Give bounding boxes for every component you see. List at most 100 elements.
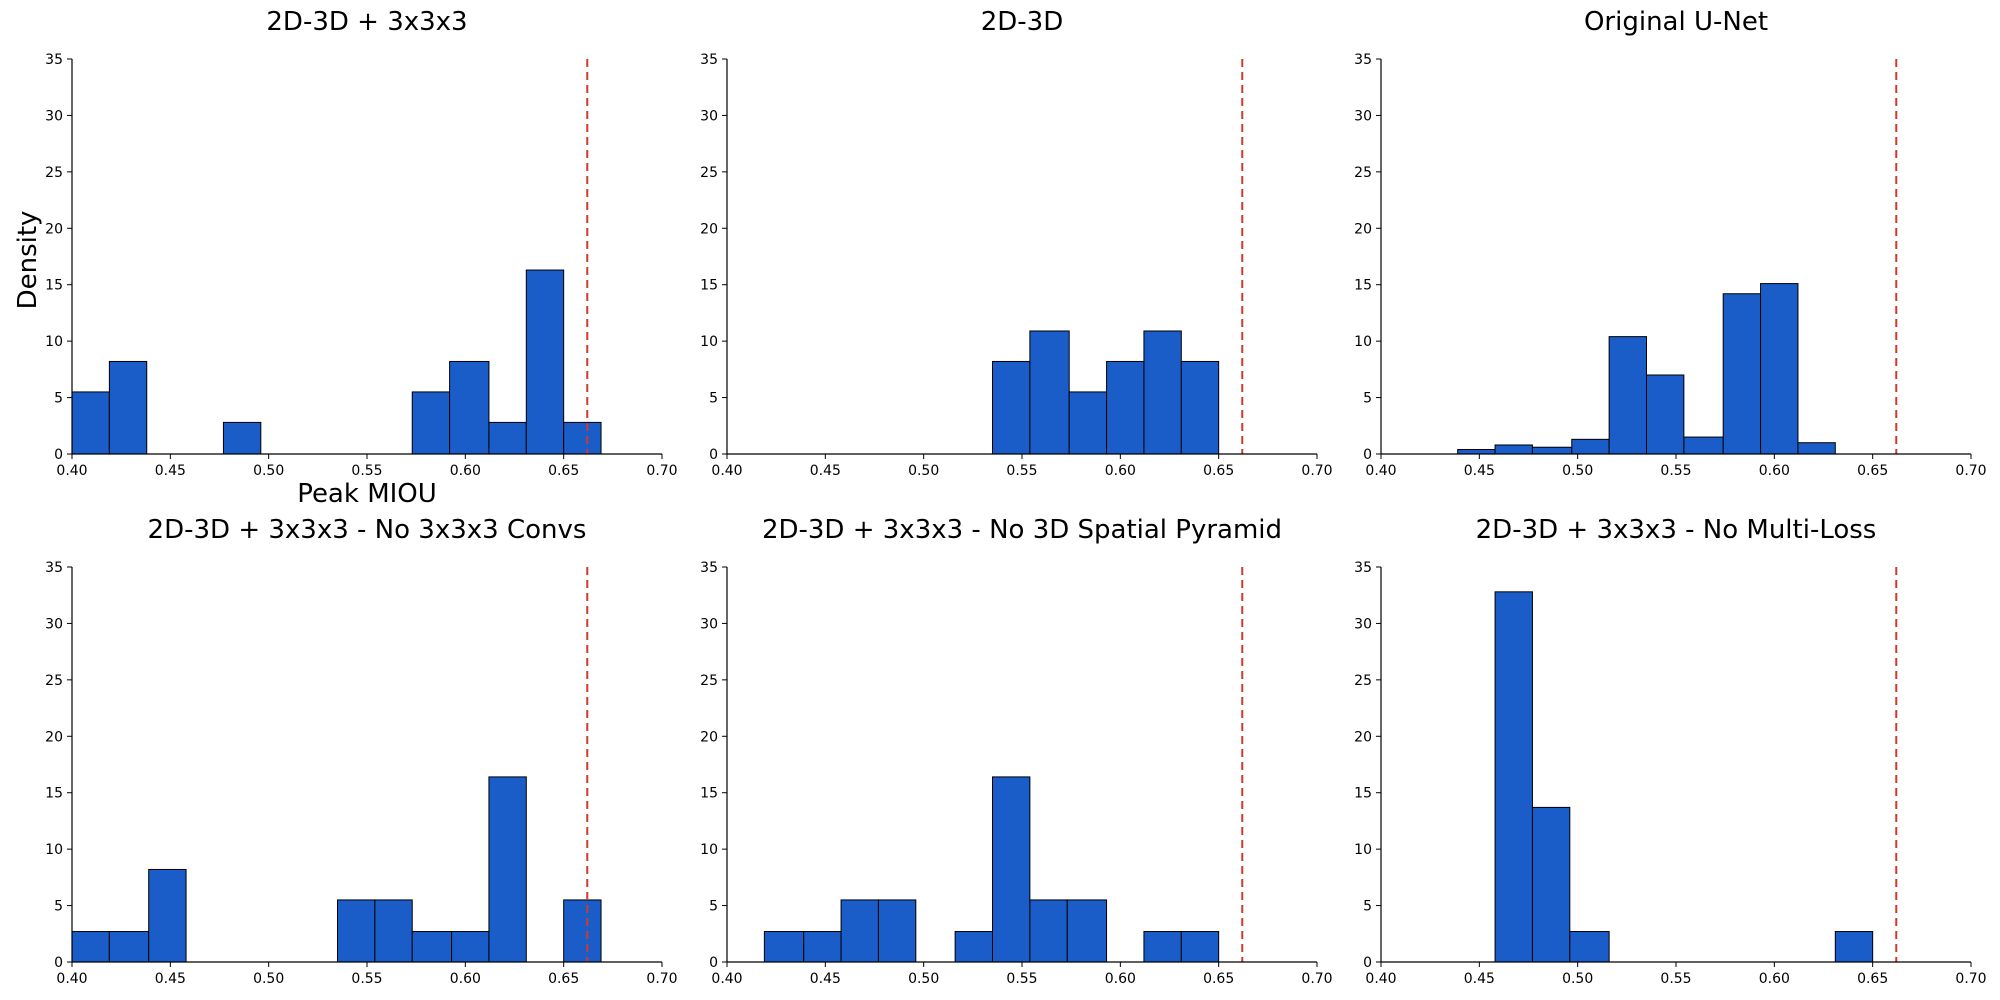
y-tick-label: 30 — [1354, 108, 1372, 124]
bars — [1494, 591, 1874, 963]
histogram-bar — [71, 391, 110, 455]
histogram-panel: 2D-3D + 3x3x3 - No 3x3x3 Convs 0.40 0.45 0.… — [45, 515, 677, 987]
x-tick-label: 0.45 — [810, 971, 841, 987]
histogram-bar — [1760, 283, 1799, 455]
histogram-bar — [563, 421, 602, 455]
y-tick-label: 25 — [1354, 165, 1372, 181]
x-tick-label: 0.70 — [1301, 463, 1332, 479]
y-tick-label: 25 — [45, 673, 63, 689]
histogram-bar — [108, 360, 148, 455]
x-tick-label: 0.55 — [351, 463, 382, 479]
histogram-bar — [1834, 931, 1874, 963]
y-tick-label: 25 — [1354, 673, 1372, 689]
x-tick-label: 0.55 — [1006, 463, 1037, 479]
x-tick-label: 0.50 — [1562, 971, 1593, 987]
histogram-bar — [411, 391, 451, 455]
y-tick-label: 30 — [1354, 616, 1372, 632]
x-tick-label: 0.60 — [1105, 971, 1136, 987]
histogram-bar — [1106, 360, 1145, 455]
y-tick-label: 5 — [709, 899, 718, 915]
histogram-bar — [763, 931, 805, 963]
histogram-bar — [222, 421, 262, 455]
bars — [1457, 283, 1836, 455]
y-tick-label: 35 — [700, 52, 718, 68]
histogram-bar — [992, 360, 1031, 455]
histogram-bar — [1068, 391, 1108, 455]
x-tick-label: 0.60 — [1759, 463, 1790, 479]
y-tick-label: 5 — [1363, 391, 1372, 407]
histogram-bar — [1797, 442, 1836, 455]
y-tick-label: 5 — [54, 899, 63, 915]
x-tick-label: 0.50 — [908, 463, 939, 479]
histogram-bar — [1494, 444, 1533, 455]
histogram-bar — [1571, 438, 1610, 455]
x-tick-label: 0.60 — [1105, 463, 1136, 479]
histogram-bar — [1608, 336, 1648, 455]
y-tick-label: 30 — [700, 108, 718, 124]
y-tick-label: 5 — [709, 391, 718, 407]
x-tick-label: 0.70 — [1955, 971, 1986, 987]
y-tick-label: 10 — [1354, 334, 1372, 350]
histogram-bar — [337, 899, 376, 963]
x-tick-label: 0.55 — [351, 971, 382, 987]
y-tick-label: 35 — [1354, 52, 1372, 68]
x-tick-label: 0.65 — [548, 971, 579, 987]
histogram-bar — [451, 931, 490, 963]
histogram-bar — [1029, 899, 1068, 963]
y-tick-label: 25 — [45, 165, 63, 181]
x-tick-label: 0.65 — [548, 463, 579, 479]
x-tick-label: 0.65 — [1203, 971, 1234, 987]
y-tick-label: 35 — [45, 52, 63, 68]
y-tick-label: 10 — [45, 334, 63, 350]
y-tick-label: 20 — [45, 221, 63, 237]
histogram-bar — [1569, 931, 1610, 963]
y-tick-label: 20 — [1354, 729, 1372, 745]
histogram-bar — [877, 899, 917, 963]
y-tick-label: 10 — [700, 334, 718, 350]
x-tick-label: 0.65 — [1203, 463, 1234, 479]
x-tick-label: 0.40 — [1365, 463, 1396, 479]
x-tick-label: 0.50 — [253, 971, 284, 987]
y-tick-label: 10 — [45, 842, 63, 858]
y-tick-label: 5 — [54, 391, 63, 407]
y-tick-label: 30 — [45, 616, 63, 632]
histogram-bar — [1683, 436, 1724, 455]
y-tick-label: 0 — [1363, 447, 1372, 463]
y-axis-label: Density — [13, 211, 43, 310]
bars — [763, 776, 1220, 963]
y-tick-label: 25 — [700, 165, 718, 181]
y-tick-label: 0 — [1363, 955, 1372, 971]
y-tick-label: 35 — [1354, 560, 1372, 576]
histogram-bar — [1494, 591, 1533, 963]
x-tick-label: 0.60 — [1759, 971, 1790, 987]
histogram-bar — [449, 360, 490, 455]
histogram-bar — [1066, 899, 1108, 963]
y-tick-label: 30 — [45, 108, 63, 124]
y-tick-label: 20 — [700, 221, 718, 237]
histogram-bar — [992, 776, 1031, 963]
histogram-panel: 2D-3D + 3x3x3 - No Multi-Loss 0.40 0.45 0.5… — [1354, 515, 1986, 987]
x-tick-label: 0.45 — [155, 971, 186, 987]
histogram-bar — [1180, 360, 1220, 455]
histogram-panel: 2D-3D 0.40 0.45 0.50 0.55 0.60 0.65 0.70 0 5 10 15 2… — [700, 7, 1332, 479]
x-tick-label: 0.70 — [646, 463, 677, 479]
x-tick-label: 0.50 — [253, 463, 284, 479]
y-tick-label: 0 — [54, 447, 63, 463]
y-tick-label: 20 — [45, 729, 63, 745]
histogram-bar — [488, 421, 527, 455]
panel-title: 2D-3D + 3x3x3 - No 3x3x3 Convs — [148, 515, 587, 545]
histogram-bar — [1722, 293, 1762, 455]
x-tick-label: 0.40 — [56, 971, 87, 987]
y-tick-label: 30 — [700, 616, 718, 632]
panel-title: 2D-3D + 3x3x3 - No Multi-Loss — [1476, 515, 1877, 545]
histogram-bar — [1029, 330, 1070, 455]
histogram-bar — [411, 931, 453, 963]
histogram-panel: 2D-3D + 3x3x3 0.40 0.45 0.50 0.55 0.60 0.65 0.7… — [45, 7, 677, 479]
y-tick-label: 35 — [700, 560, 718, 576]
y-tick-label: 5 — [1363, 899, 1372, 915]
histogram-bar — [563, 899, 602, 963]
x-tick-label: 0.40 — [56, 463, 87, 479]
x-tick-label: 0.55 — [1660, 971, 1691, 987]
x-tick-label: 0.65 — [1857, 463, 1888, 479]
